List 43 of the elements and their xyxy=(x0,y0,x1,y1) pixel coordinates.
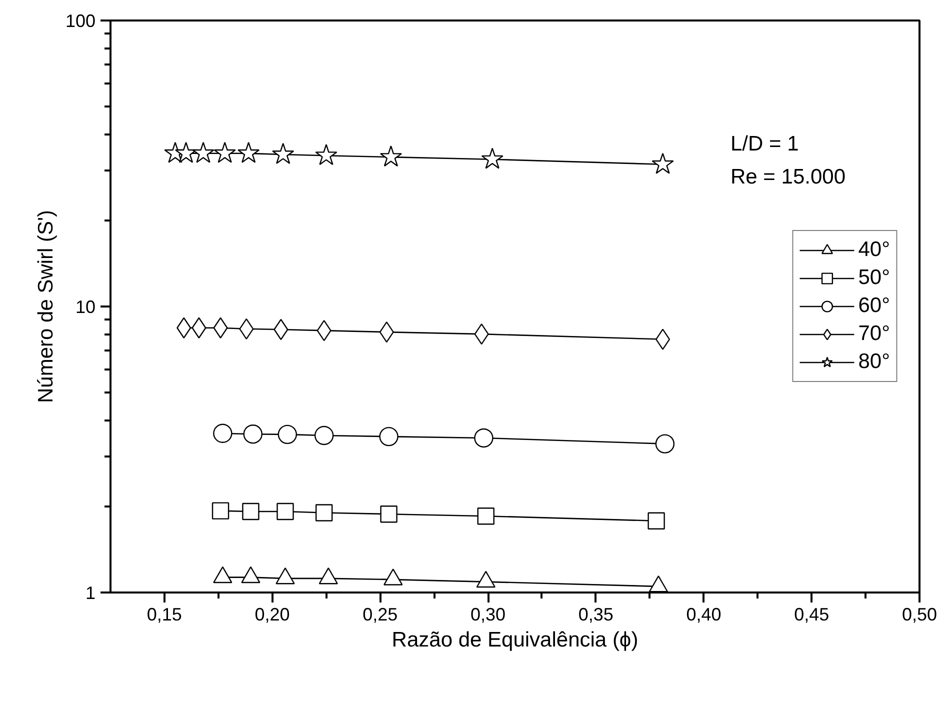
point xyxy=(652,152,674,174)
legend-label: 40° xyxy=(858,238,890,262)
legend-label: 80° xyxy=(858,350,890,374)
x-tick-label: 0,35 xyxy=(578,604,614,624)
point xyxy=(272,142,294,164)
x-tick-label: 0,45 xyxy=(794,604,830,624)
y-tick-label: 1 xyxy=(85,583,96,603)
point xyxy=(315,144,338,166)
x-tick-label: 0,30 xyxy=(470,604,506,624)
y-tick-label: 100 xyxy=(65,11,96,31)
x-tick-label: 0,15 xyxy=(146,604,182,624)
annotation: L/D = 1 xyxy=(730,132,799,156)
point xyxy=(276,502,294,520)
point xyxy=(238,142,260,163)
legend-label: 70° xyxy=(858,322,890,346)
point xyxy=(213,424,232,443)
x-axis-title: Razão de Equivalência (ϕ) xyxy=(392,628,638,652)
point xyxy=(174,142,198,163)
point xyxy=(481,148,504,169)
legend-label: 50° xyxy=(858,266,890,290)
y-tick-label: 10 xyxy=(75,297,96,317)
x-tick-label: 0,25 xyxy=(362,604,398,624)
point xyxy=(314,426,334,446)
point xyxy=(380,505,398,523)
y-axis-title: Número de Swirl (S') xyxy=(34,210,58,404)
x-tick-label: 0,50 xyxy=(902,604,938,624)
point xyxy=(474,428,494,448)
point xyxy=(278,424,297,444)
point xyxy=(477,507,494,525)
point xyxy=(655,434,675,454)
point xyxy=(212,502,230,520)
point xyxy=(242,502,260,520)
point xyxy=(192,142,214,163)
point xyxy=(315,504,333,522)
point xyxy=(380,145,402,167)
point xyxy=(214,142,236,163)
legend-label: 60° xyxy=(858,294,890,318)
point xyxy=(379,426,398,446)
point xyxy=(648,512,665,530)
point xyxy=(243,424,262,444)
x-tick-label: 0,40 xyxy=(686,604,722,624)
x-tick-label: 0,20 xyxy=(254,604,290,624)
annotation: Re = 15.000 xyxy=(730,166,846,188)
